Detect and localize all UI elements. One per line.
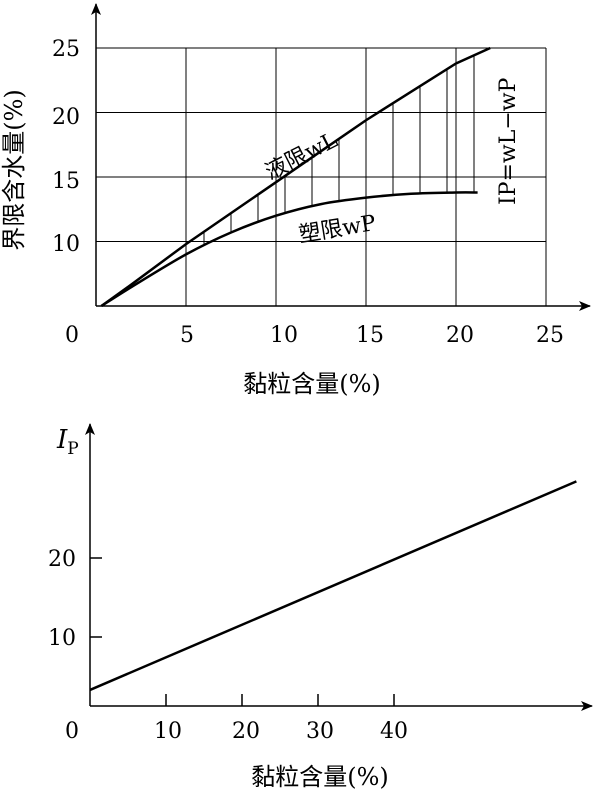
bottom-x-ticks xyxy=(165,694,395,706)
bottom-x-axis-title: 黏粒含量(%) xyxy=(251,763,389,791)
plastic-limit-line xyxy=(100,191,478,308)
plasticity-index-label: IP=wL−wP xyxy=(496,77,521,205)
bottom-y-axis-title: IP xyxy=(56,425,79,459)
top-y-tick-label: 20 xyxy=(52,105,80,130)
top-hatching xyxy=(203,55,475,246)
top-grid xyxy=(96,47,547,306)
bottom-x-tick-label: 0 xyxy=(65,719,79,744)
bottom-x-tick-label: 30 xyxy=(306,719,334,744)
bottom-y-tick-labels: 10 20 xyxy=(48,547,76,651)
top-x-axis-title: 黏粒含量(%) xyxy=(243,370,381,398)
top-y-tick-labels: 10 15 20 25 xyxy=(52,37,80,257)
top-x-tick-label: 5 xyxy=(180,323,194,348)
bottom-chart: 0 10 20 30 40 10 20 IP 黏粒含量(%) xyxy=(48,423,593,791)
top-y-axis-title: 界限含水量(%) xyxy=(0,89,28,251)
bottom-x-tick-labels: 0 10 20 30 40 xyxy=(65,719,408,744)
top-y-tick-label: 10 xyxy=(52,232,80,257)
top-x-tick-label: 0 xyxy=(65,323,79,348)
bottom-x-tick-label: 40 xyxy=(380,719,408,744)
top-x-tick-label: 10 xyxy=(270,323,298,348)
bottom-x-tick-label: 10 xyxy=(154,719,182,744)
top-x-tick-label: 15 xyxy=(356,323,384,348)
bottom-y-ticks xyxy=(90,557,102,638)
bottom-x-tick-label: 20 xyxy=(232,719,260,744)
top-y-tick-label: 25 xyxy=(52,37,80,62)
bottom-y-tick-label: 10 xyxy=(48,626,76,651)
top-x-tick-label: 25 xyxy=(536,323,564,348)
bottom-y-tick-label: 20 xyxy=(48,547,76,572)
top-y-tick-label: 15 xyxy=(52,169,80,194)
top-x-tick-labels: 0 5 10 15 20 25 xyxy=(65,323,564,348)
bottom-y-axis-title-subscript: P xyxy=(67,439,78,459)
top-x-tick-label: 20 xyxy=(446,323,474,348)
liquid-limit-line xyxy=(100,46,491,308)
plasticity-index-line xyxy=(89,480,577,692)
top-chart: 0 5 10 15 20 25 10 15 20 25 黏粒含量(%) 界限含水… xyxy=(0,3,591,398)
